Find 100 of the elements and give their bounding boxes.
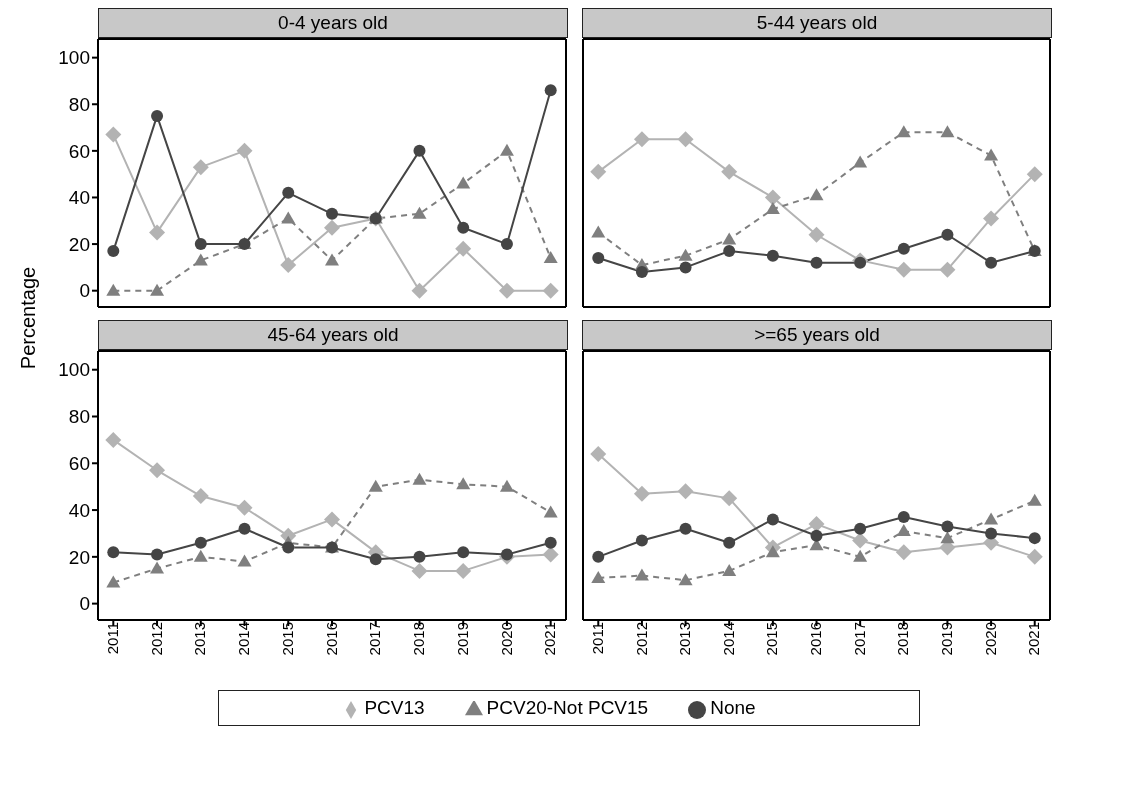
point: [766, 249, 779, 262]
point: [194, 536, 207, 549]
point: [500, 548, 513, 561]
x-tick-label: 2012: [147, 622, 165, 656]
x-tick-label: 2015: [278, 622, 296, 656]
x-tick-label: 2020: [981, 622, 999, 656]
point: [941, 228, 954, 241]
point: [238, 522, 251, 535]
point: [896, 125, 911, 138]
point: [765, 202, 780, 215]
point: [193, 549, 208, 562]
x-tick-label: 2017: [850, 622, 868, 656]
point: [150, 561, 165, 574]
point: [852, 532, 869, 549]
x-tick-label: 2014: [235, 622, 253, 656]
x-tick-label: 2014: [719, 622, 737, 656]
point: [635, 266, 648, 279]
point: [106, 283, 121, 296]
point: [940, 531, 955, 544]
legend-label: PCV13: [364, 697, 425, 718]
point: [984, 148, 999, 161]
point: [766, 513, 779, 526]
point: [590, 163, 607, 180]
point: [723, 245, 736, 258]
point: [411, 562, 428, 579]
y-tick-label: 20: [68, 233, 90, 255]
point: [678, 573, 693, 586]
point: [939, 261, 956, 278]
point: [412, 472, 427, 485]
x-tick-label: 2012: [632, 622, 650, 656]
point: [810, 529, 823, 542]
y-tick-label: 0: [79, 593, 90, 615]
chart-title: >=65 years old: [582, 320, 1052, 350]
point: [192, 488, 209, 505]
point: [107, 245, 120, 258]
point: [591, 225, 606, 238]
point: [149, 462, 166, 479]
point: [326, 207, 338, 220]
point: [280, 257, 297, 274]
point: [151, 548, 164, 561]
x-tick-label: 2013: [191, 622, 209, 656]
point: [324, 511, 340, 528]
point: [500, 238, 513, 251]
y-axis-title: Percentage: [16, 266, 40, 370]
point: [1026, 166, 1043, 183]
point: [455, 562, 472, 579]
point: [544, 84, 557, 97]
y-tick-label: 40: [68, 499, 90, 521]
point: [369, 553, 382, 566]
y-tick-label: 80: [68, 406, 90, 428]
point: [236, 499, 253, 516]
point: [413, 550, 426, 563]
point: [633, 485, 650, 502]
point: [499, 143, 514, 156]
point: [282, 186, 295, 199]
point: [1026, 548, 1043, 565]
point: [985, 256, 998, 269]
point: [679, 522, 692, 535]
point: [897, 242, 910, 255]
point: [236, 142, 253, 159]
point: [455, 240, 472, 257]
x-tick-label: 2021: [541, 622, 559, 656]
x-tick-label: 2020: [497, 622, 515, 656]
point: [634, 568, 649, 581]
point: [896, 524, 911, 537]
point: [107, 546, 120, 559]
point: [635, 534, 648, 547]
point: [721, 490, 738, 507]
point: [193, 253, 208, 266]
point: [984, 512, 999, 525]
x-tick-label: 2013: [676, 622, 694, 656]
point: [543, 251, 558, 264]
point: [325, 253, 339, 266]
point: [105, 126, 122, 143]
point: [282, 541, 295, 554]
point: [542, 282, 559, 299]
point: [721, 163, 738, 180]
x-tick-label: 2011: [103, 622, 121, 655]
x-tick-label: 2021: [1025, 622, 1043, 656]
point: [940, 125, 955, 138]
y-tick-label: 20: [68, 546, 90, 568]
point: [679, 261, 692, 274]
point: [591, 570, 606, 583]
point: [985, 527, 998, 540]
point: [854, 522, 867, 535]
point: [411, 282, 428, 299]
point: [456, 477, 471, 490]
point: [722, 563, 737, 576]
point: [413, 144, 426, 157]
point: [150, 283, 165, 296]
y-tick-label: 80: [68, 94, 90, 115]
point: [592, 550, 605, 563]
point: [678, 248, 693, 261]
y-tick-label: 100: [58, 47, 90, 69]
point: [499, 479, 514, 492]
point: [149, 224, 166, 241]
point: [151, 109, 164, 122]
point: [106, 575, 121, 588]
point: [368, 479, 383, 492]
x-tick-label: 2018: [894, 622, 912, 656]
